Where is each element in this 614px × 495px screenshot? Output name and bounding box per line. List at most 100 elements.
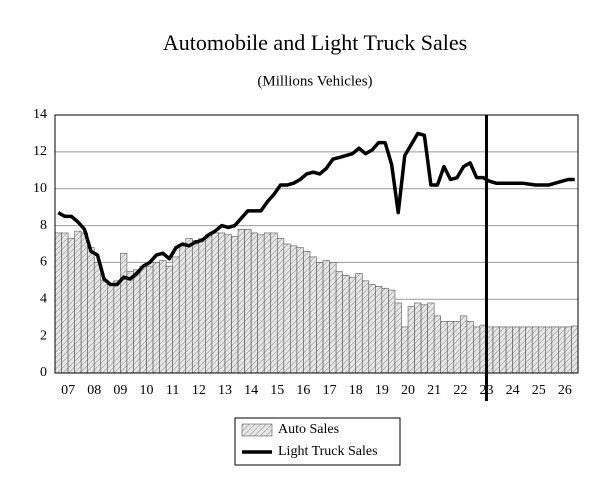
bar xyxy=(440,321,448,374)
bar xyxy=(250,232,258,374)
y-tick-label: 4 xyxy=(40,292,47,307)
x-tick-label: 20 xyxy=(401,383,415,398)
y-tick-label: 0 xyxy=(40,365,47,380)
bar xyxy=(61,232,69,374)
x-tick-label: 14 xyxy=(244,383,258,398)
bar xyxy=(159,260,167,374)
bar xyxy=(198,238,206,374)
bar xyxy=(303,251,311,374)
bar xyxy=(139,265,147,374)
x-tick-label: 26 xyxy=(558,383,572,398)
x-tick-label: 15 xyxy=(270,383,284,398)
bar xyxy=(244,228,252,374)
x-tick-label: 11 xyxy=(166,383,179,398)
bar xyxy=(172,256,180,374)
bar xyxy=(571,325,579,374)
x-tick-label: 18 xyxy=(349,383,363,398)
y-tick-label: 8 xyxy=(40,218,47,233)
bar xyxy=(263,232,272,374)
bar xyxy=(67,238,75,374)
bar xyxy=(355,273,363,374)
bar xyxy=(499,326,507,374)
legend-label: Auto Sales xyxy=(278,422,339,437)
bar xyxy=(564,326,572,374)
bar xyxy=(525,326,533,374)
bar xyxy=(420,304,428,374)
bar xyxy=(178,245,187,374)
bar xyxy=(407,306,415,374)
x-tick-label: 08 xyxy=(87,383,101,398)
bar xyxy=(290,245,298,374)
y-tick-label: 14 xyxy=(33,107,47,122)
bar xyxy=(316,262,324,374)
x-tick-label: 19 xyxy=(375,383,389,398)
bar xyxy=(453,321,461,374)
bar xyxy=(126,271,134,374)
bar xyxy=(538,326,546,374)
legend-swatch xyxy=(241,423,273,437)
bar xyxy=(296,247,304,374)
bar xyxy=(473,326,481,374)
x-tick-label: 13 xyxy=(218,383,232,398)
bar xyxy=(518,326,526,374)
bar xyxy=(54,232,62,374)
bar xyxy=(100,280,108,374)
bar xyxy=(466,321,474,374)
bar xyxy=(531,326,540,374)
bar xyxy=(74,230,82,374)
bar xyxy=(276,238,285,374)
bar xyxy=(427,302,435,374)
x-tick-label: 16 xyxy=(296,383,310,398)
legend-label: Light Truck Sales xyxy=(278,444,378,459)
bar xyxy=(394,302,402,374)
line xyxy=(57,131,575,287)
bar xyxy=(414,302,422,374)
bar xyxy=(146,265,154,374)
bar xyxy=(558,326,566,374)
bar xyxy=(113,280,121,374)
bar xyxy=(505,326,513,374)
bar xyxy=(218,232,226,374)
bar xyxy=(257,234,265,374)
bar xyxy=(165,265,173,374)
bar xyxy=(545,326,553,374)
bar xyxy=(401,326,409,374)
x-tick-label: 22 xyxy=(453,383,467,398)
bar xyxy=(133,269,141,374)
bar xyxy=(368,284,376,374)
bar xyxy=(231,236,239,374)
y-tick-label: 10 xyxy=(33,181,47,196)
bar xyxy=(512,326,520,374)
bar xyxy=(93,262,102,374)
bar xyxy=(185,238,193,374)
bar xyxy=(152,262,160,374)
bar xyxy=(322,260,330,374)
x-tick-label: 12 xyxy=(192,383,206,398)
bar xyxy=(375,286,383,374)
bar xyxy=(388,289,396,374)
bar xyxy=(335,271,343,374)
chart-subtitle: (Millions Vehicles) xyxy=(257,73,372,89)
y-tick-label: 2 xyxy=(40,328,47,343)
legend: Auto Sales Light Truck Sales xyxy=(234,417,401,466)
x-tick-label: 17 xyxy=(323,383,337,398)
bar xyxy=(237,228,245,374)
bar xyxy=(87,247,95,374)
y-tick-label: 12 xyxy=(33,144,47,159)
bar xyxy=(283,243,291,374)
bar xyxy=(460,315,468,374)
plot-frame xyxy=(54,114,579,374)
bar xyxy=(381,287,389,374)
bar xyxy=(446,321,455,374)
bar xyxy=(107,284,115,374)
bar xyxy=(329,262,337,374)
x-tick-label: 10 xyxy=(140,383,154,398)
y-tick-label: 6 xyxy=(40,255,47,270)
bar xyxy=(309,256,317,374)
bar xyxy=(120,252,128,374)
bar xyxy=(205,234,213,374)
chart-title: Automobile and Light Truck Sales xyxy=(163,30,467,55)
x-tick-label: 24 xyxy=(506,383,520,398)
x-tick-label: 25 xyxy=(532,383,546,398)
